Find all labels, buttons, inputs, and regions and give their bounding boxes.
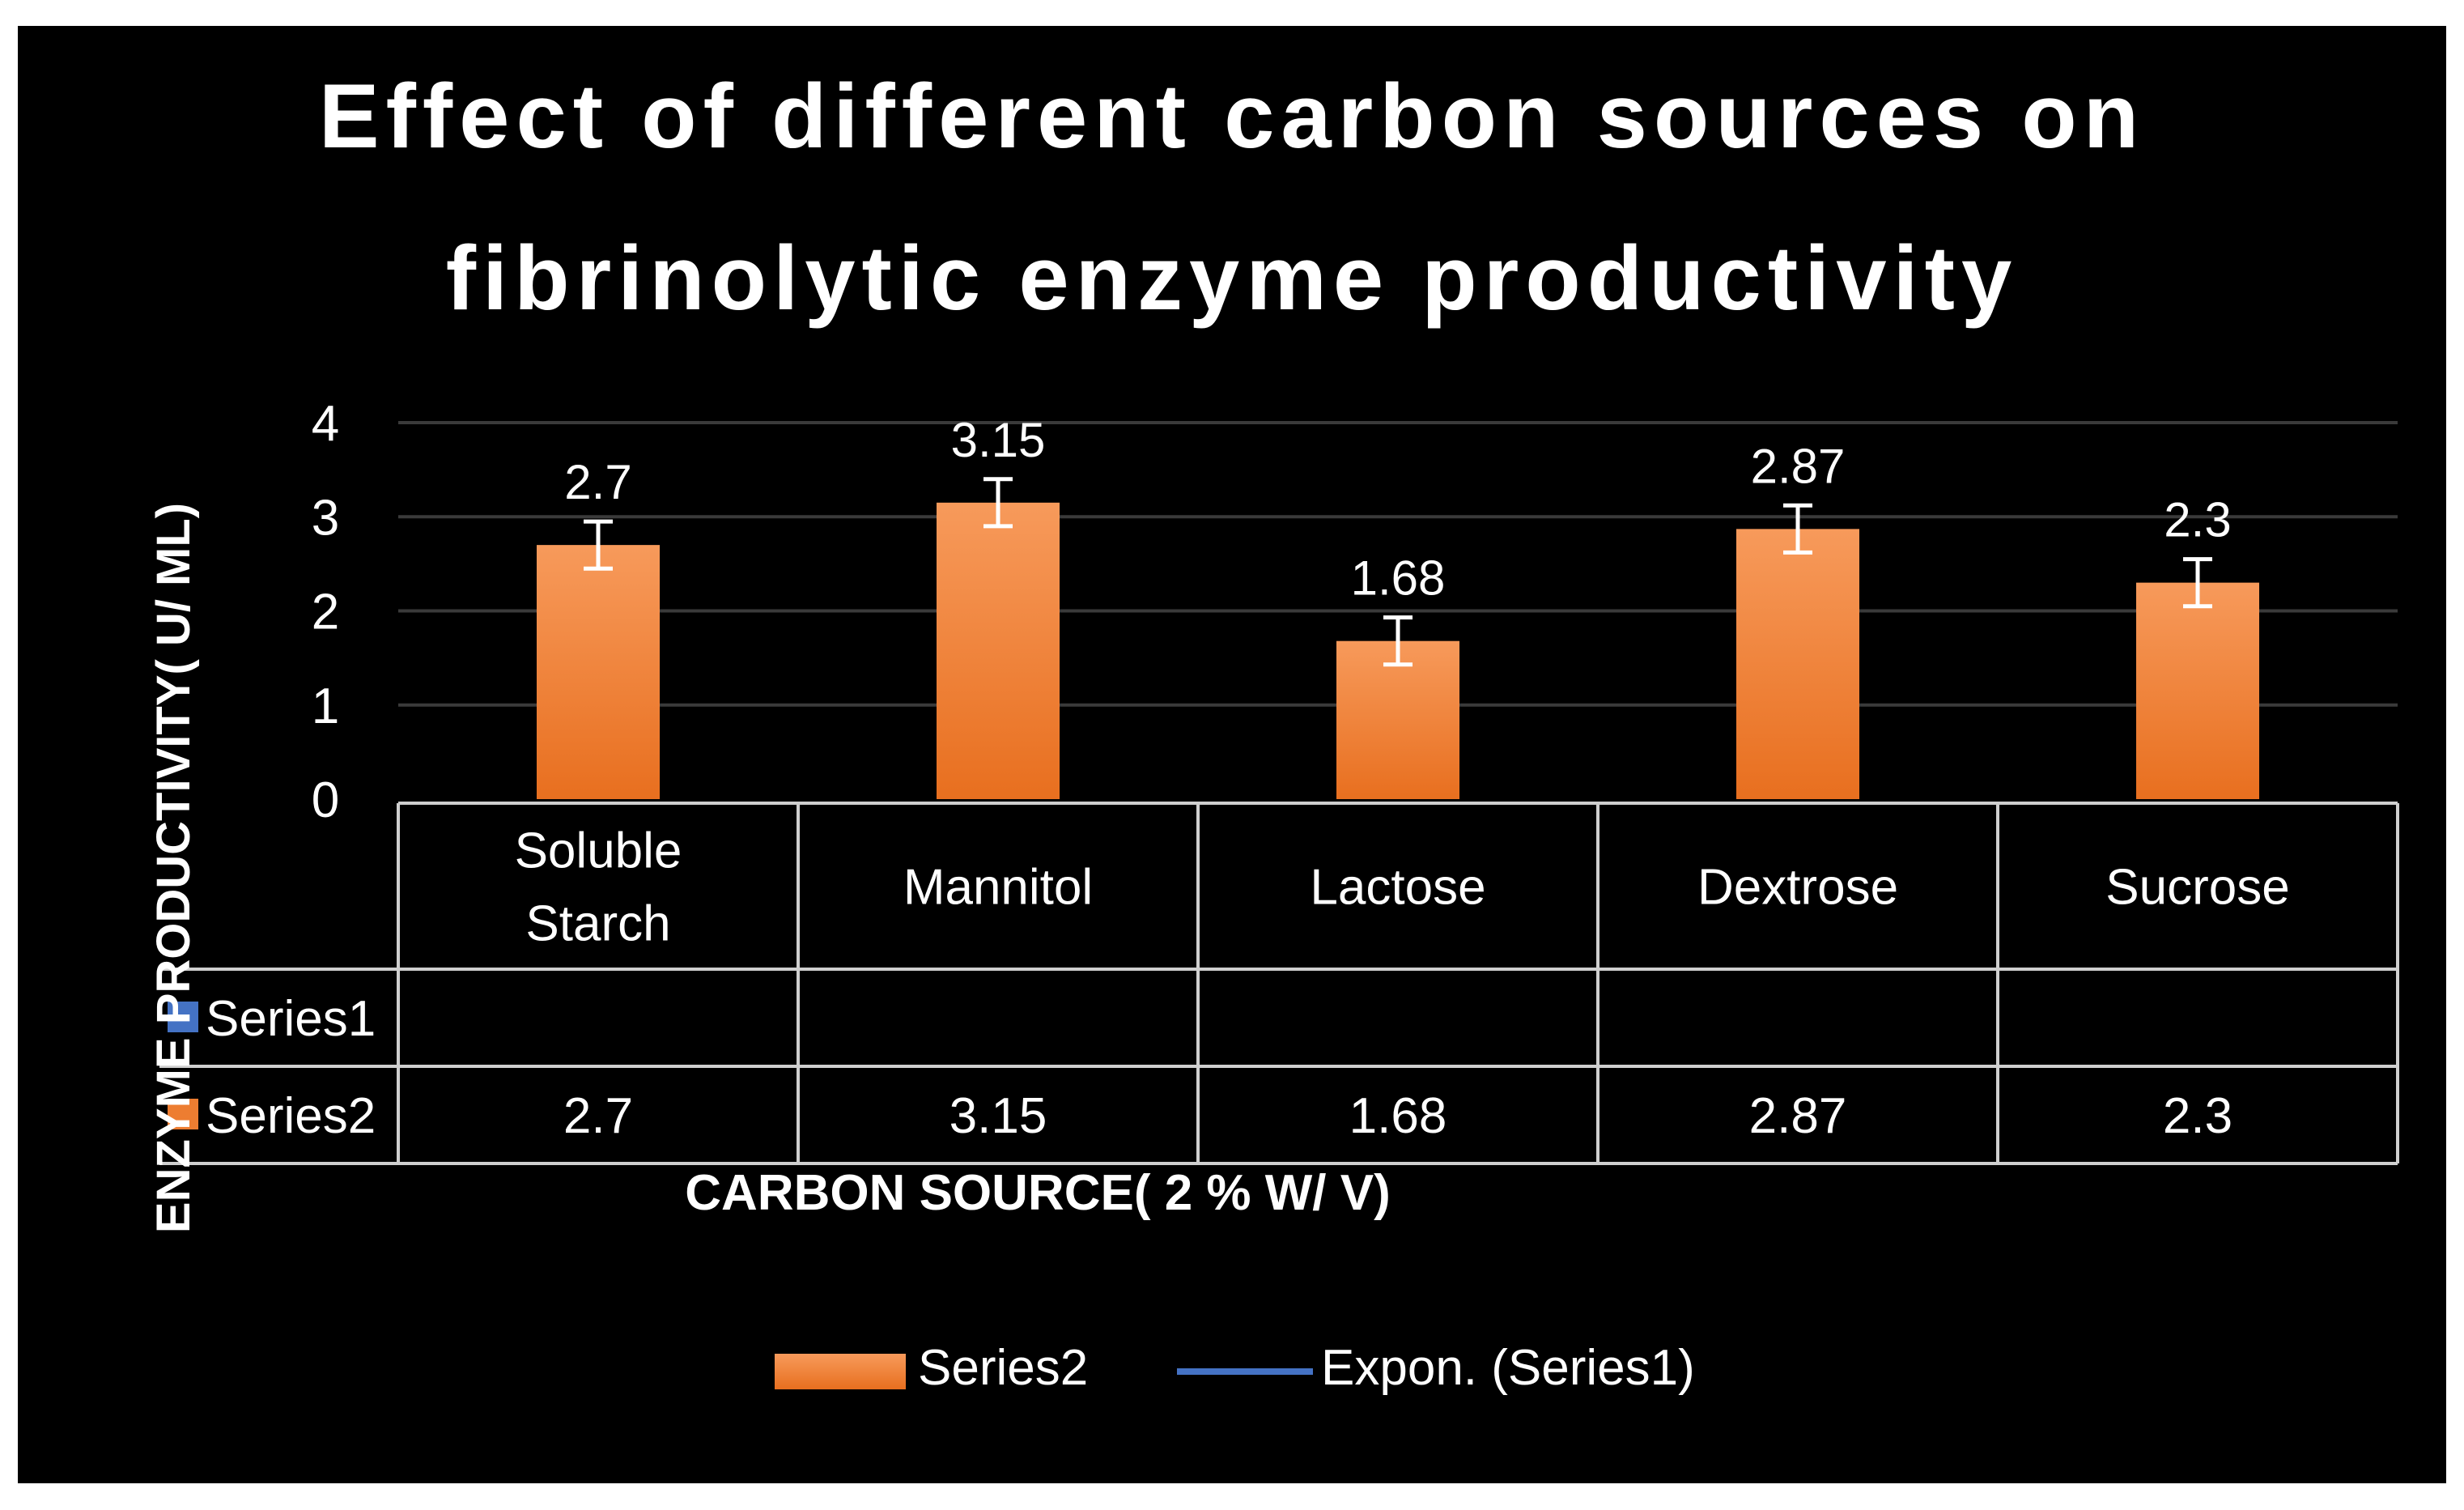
data-label: 3.15	[951, 413, 1046, 467]
y-tick-label: 4	[312, 396, 339, 452]
bar	[2136, 582, 2259, 799]
chart-title-line-1: Effect of different carbon sources on	[319, 66, 2145, 167]
chart-title-line-2: fibrinolytic enzyme productivity	[446, 228, 2019, 329]
table-cell: 1.68	[1349, 1088, 1447, 1144]
y-tick-label: 0	[312, 772, 339, 828]
legend-label: Expon. (Series1)	[1321, 1340, 1695, 1396]
category-label: Soluble	[515, 823, 682, 879]
data-label: 1.68	[1351, 551, 1446, 606]
table-cell: 2.3	[2163, 1088, 2232, 1144]
bar	[1736, 529, 1859, 799]
category-label: Starch	[525, 896, 670, 952]
chart-canvas: Effect of different carbon sources on fi…	[147, 66, 2399, 1396]
legend-key-series2	[168, 1099, 198, 1129]
legend-swatch-series2	[775, 1354, 906, 1389]
table-cell: 2.7	[563, 1088, 633, 1144]
bar	[937, 502, 1060, 799]
category-label: Dextrose	[1697, 860, 1898, 916]
category-label: Sucrose	[2105, 860, 2289, 916]
bars: 2.7 3.15 1.68 2.87 2.3	[537, 413, 2259, 799]
y-axis-ticks: 0 1 2 3 4	[312, 396, 339, 828]
table-cell: 3.15	[949, 1088, 1047, 1144]
y-tick-label: 1	[312, 678, 339, 734]
bar	[1336, 640, 1459, 799]
y-tick-label: 3	[312, 490, 339, 546]
x-axis-title: CARBON SOURCE( 2 % W/ V)	[685, 1165, 1390, 1221]
category-label: Mannitol	[903, 860, 1093, 916]
y-tick-label: 2	[312, 585, 339, 640]
row-label: Series2	[206, 1088, 376, 1144]
y-axis-title: ENZYME PRODUCTIVITY( U/ ML)	[147, 503, 200, 1233]
legend-key-series1	[168, 1002, 198, 1032]
data-label: 2.7	[564, 455, 631, 509]
data-label: 2.3	[2164, 493, 2231, 547]
legend: Series2 Expon. (Series1)	[775, 1340, 1695, 1396]
row-label: Series1	[206, 991, 376, 1047]
data-label: 2.87	[1751, 439, 1846, 493]
data-table: Soluble Starch Mannitol Lactose Dextrose Sucr…	[159, 802, 2399, 1165]
bar	[537, 545, 660, 799]
chart-frame: Effect of different carbon sources on fi…	[18, 26, 2446, 1483]
table-cell: 2.87	[1749, 1088, 1847, 1144]
category-label: Lactose	[1310, 860, 1485, 916]
legend-label: Series2	[918, 1340, 1088, 1396]
